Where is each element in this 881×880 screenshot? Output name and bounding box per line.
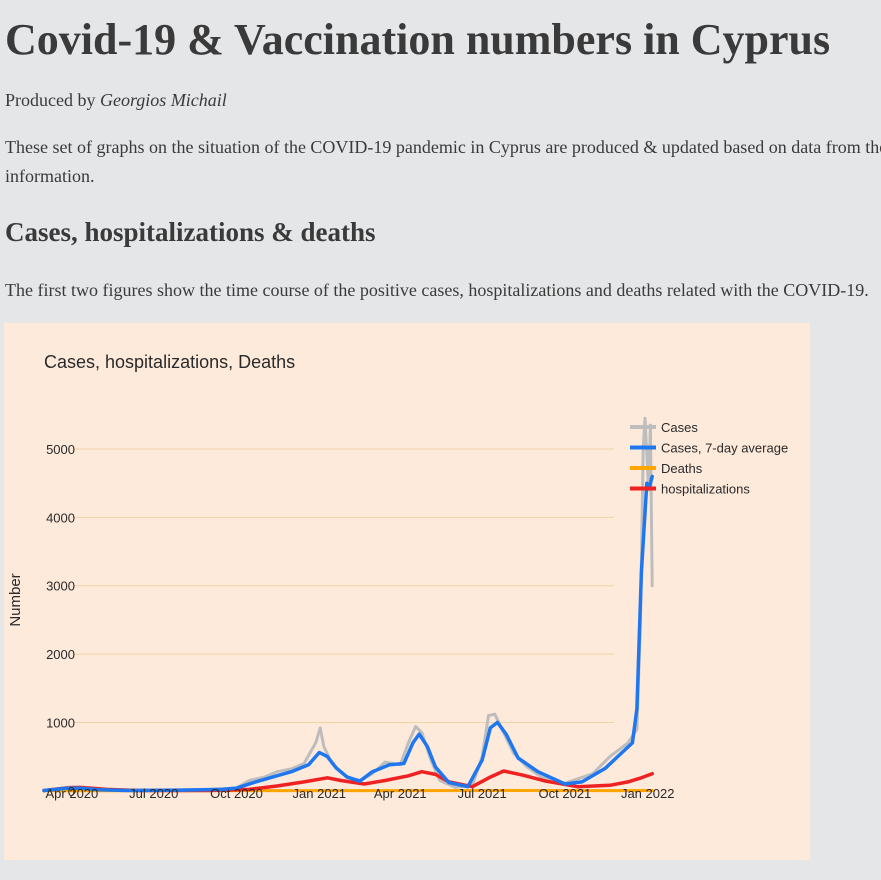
byline-prefix: Produced by [5, 90, 100, 110]
y-tick-label: 5000 [46, 442, 75, 457]
grid-layer [74, 448, 614, 792]
legend-label[interactable]: Cases, 7-day average [661, 441, 788, 456]
page-title: Covid-19 & Vaccination numbers in Cyprus [5, 15, 831, 64]
intro-paragraph: These set of graphs on the situation of … [5, 133, 881, 191]
section-description: The first two figures show the time cour… [5, 280, 869, 300]
byline: Produced by Georgios Michail [5, 88, 227, 112]
x-tick-label: Apr 2020 [46, 786, 99, 801]
y-axis-label: Number [7, 573, 24, 626]
x-tick-label: Jan 2022 [621, 786, 675, 801]
legend-label[interactable]: Deaths [661, 461, 703, 476]
y-tick-label: 0 [68, 784, 75, 799]
x-tick-label: Oct 2021 [539, 786, 592, 801]
series-layer [42, 416, 654, 793]
chart-title: Cases, hospitalizations, Deaths [44, 352, 295, 372]
x-tick-label: Jul 2020 [129, 786, 178, 801]
x-tick-label: Apr 2021 [374, 786, 427, 801]
x-tick-label: Jul 2021 [458, 786, 507, 801]
y-tick-label: 4000 [46, 510, 75, 525]
y-tick-label: 2000 [46, 647, 75, 662]
cases-chart[interactable]: 0 1000 2000 3000 4000 5000 Apr 2020 Jul 2020 Oct… [4, 323, 810, 860]
section-heading: Cases, hospitalizations & deaths [5, 217, 376, 247]
intro-line-1: These set of graphs on the situation of … [5, 137, 881, 157]
x-tick-label: Jan 2021 [293, 786, 347, 801]
series-line-cases-7-day-average[interactable] [42, 474, 654, 793]
byline-author: Georgios Michail [99, 90, 227, 110]
series-line-cases[interactable] [42, 416, 654, 792]
legend[interactable]: Cases Cases, 7-day average Deaths hospitali… [630, 420, 788, 497]
legend-label[interactable]: Cases [661, 420, 698, 435]
intro-line-2: information. [5, 166, 95, 186]
y-tick-label: 1000 [46, 715, 75, 730]
y-tick-label: 3000 [46, 579, 75, 594]
chart-container[interactable]: 0 1000 2000 3000 4000 5000 Apr 2020 Jul 2020 Oct… [4, 323, 810, 860]
axis-layer: 0 1000 2000 3000 4000 5000 Apr 2020 Jul 2020 Oct… [46, 442, 675, 801]
legend-label[interactable]: hospitalizations [661, 482, 750, 497]
x-tick-label: Oct 2020 [210, 786, 263, 801]
